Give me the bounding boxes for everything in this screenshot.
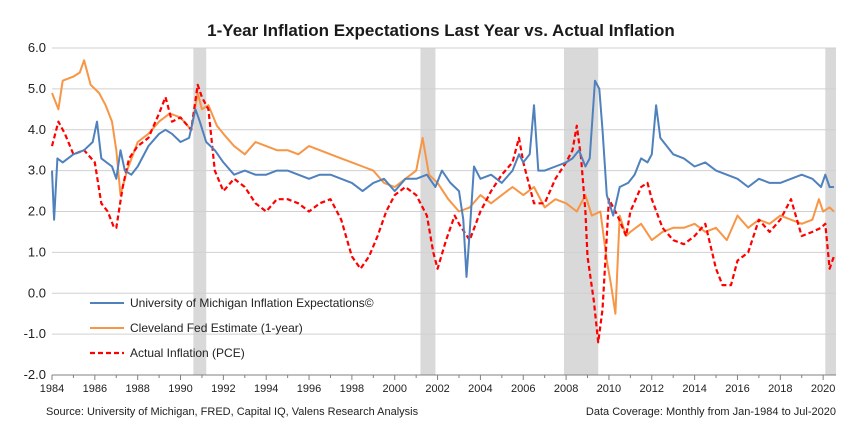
x-tick-label: 2004 [468, 383, 492, 395]
x-tick-label: 1996 [297, 383, 321, 395]
gridlines [52, 47, 836, 376]
x-tick-label: 1988 [125, 383, 149, 395]
legend-label: University of Michigan Inflation Expecta… [130, 296, 374, 310]
x-tick-label: 2012 [640, 383, 664, 395]
x-tick-label: 1990 [168, 383, 192, 395]
series-line-pce [50, 83, 835, 344]
chart-title: 1-Year Inflation Expectations Last Year … [207, 21, 675, 40]
coverage-note: Data Coverage: Monthly from Jan-1984 to … [586, 406, 836, 418]
y-tick-label: 1.0 [28, 244, 46, 259]
legend-label: Cleveland Fed Estimate (1-year) [130, 321, 303, 335]
x-tick-label: 2000 [382, 383, 406, 395]
y-tick-label: -2.0 [24, 367, 46, 382]
y-axis: -2.0 -1.0 0.0 1.0 2.0 3.0 4.0 5.0 6.0 [24, 40, 46, 382]
y-tick-label: 3.0 [28, 163, 46, 178]
x-tick-label: 2016 [725, 383, 749, 395]
legend-label: Actual Inflation (PCE) [130, 346, 245, 360]
x-tick-label: 1994 [254, 383, 278, 395]
x-tick-label: 1984 [40, 383, 64, 395]
x-tick-label: 1992 [211, 383, 235, 395]
x-tick-label: 1986 [83, 383, 107, 395]
y-tick-label: -1.0 [24, 326, 46, 341]
y-tick-label: 0.0 [28, 285, 46, 300]
series-line-cleveland-fed [51, 59, 835, 315]
x-tick-label: 1998 [340, 383, 364, 395]
x-axis: 1984 1986 1988 1990 1992 1994 1996 1998 2000 2002… [40, 374, 836, 395]
series-line-michigan [51, 79, 834, 278]
x-tick-label: 2008 [554, 383, 578, 395]
x-tick-label: 2014 [682, 383, 706, 395]
x-tick-label: 2002 [425, 383, 449, 395]
legend: University of Michigan Inflation Expecta… [90, 296, 374, 360]
y-tick-label: 6.0 [28, 40, 46, 55]
y-tick-label: 2.0 [28, 204, 46, 219]
source-note: Source: University of Michigan, FRED, Ca… [46, 406, 419, 418]
x-tick-label: 2010 [597, 383, 621, 395]
series-lines [50, 59, 835, 344]
x-tick-label: 2006 [511, 383, 535, 395]
y-tick-label: 5.0 [28, 81, 46, 96]
y-tick-label: 4.0 [28, 122, 46, 137]
x-tick-label: 2018 [768, 383, 792, 395]
x-tick-label: 2020 [811, 383, 835, 395]
